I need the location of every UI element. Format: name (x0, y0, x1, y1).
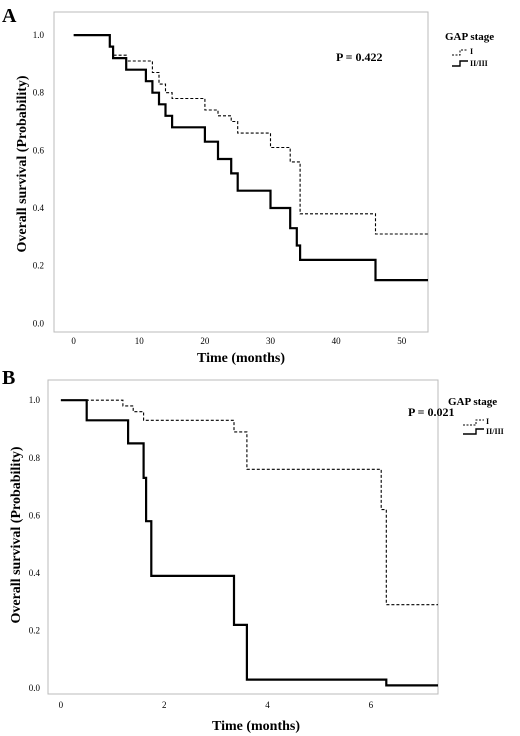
plot-frame-a (53, 11, 429, 333)
y-tick-label-b: 0.2 (29, 626, 40, 636)
y-tick-label-a: 1.0 (33, 30, 45, 40)
survival-curve-stage-i-a (73, 34, 428, 235)
x-tick-label-b: 2 (162, 700, 167, 710)
legend-title-a: GAP stage (445, 31, 494, 43)
x-tick-label-a: 10 (135, 336, 145, 346)
y-tick-label-a: 0.6 (33, 145, 45, 155)
y-tick-label-a: 0.8 (33, 88, 45, 98)
legend-swatch-stage-ii-iii-a (452, 60, 468, 67)
y-tick-label-a: 0.4 (33, 203, 45, 213)
survival-curve-stage-ii-iii-b (60, 399, 438, 687)
plot-frame-b (47, 379, 439, 695)
legend-a: GAP stage I II/III (445, 31, 494, 68)
y-axis-title-a: Overall survival (Probability) (15, 75, 30, 252)
p-value-a: P = 0.422 (336, 50, 383, 64)
y-axis-title-b: Overall survival (Probability) (9, 446, 24, 623)
legend-swatch-stage-ii-iii-b (463, 428, 484, 435)
y-tick-label-a: 0.0 (33, 318, 45, 328)
p-value-b: P = 0.021 (408, 405, 455, 419)
y-tick-label-b: 0.0 (29, 683, 41, 693)
y-tick-label-b: 1.0 (29, 395, 41, 405)
legend-label-stage-ii-iii-a: II/III (470, 59, 488, 68)
legend-title-b: GAP stage (448, 396, 497, 408)
panel-b: B 0 2 4 6 0.0 0.2 0.4 0.6 0.8 1.0 Overall surviv… (2, 367, 504, 734)
x-axis-ticks-b: 0 2 4 6 (59, 700, 374, 710)
x-axis-ticks-a: 0 10 20 30 40 50 (71, 336, 406, 346)
x-tick-label-a: 40 (332, 336, 342, 346)
y-tick-label-b: 0.6 (29, 510, 41, 520)
panel-label-b: B (2, 367, 15, 389)
legend-swatch-stage-i-b (463, 419, 484, 426)
y-tick-label-b: 0.4 (29, 568, 41, 578)
y-axis-ticks-b: 0.0 0.2 0.4 0.6 0.8 1.0 (29, 395, 41, 693)
survival-curves-b (60, 399, 438, 687)
x-tick-label-a: 20 (200, 336, 210, 346)
legend-b: GAP stage I II/III (448, 396, 504, 436)
x-tick-label-a: 0 (71, 336, 76, 346)
x-tick-label-b: 4 (265, 700, 270, 710)
legend-label-stage-ii-iii-b: II/III (486, 427, 504, 436)
x-tick-label-a: 30 (266, 336, 276, 346)
legend-swatch-stage-i-a (452, 49, 468, 56)
y-tick-label-a: 0.2 (33, 261, 44, 271)
legend-label-stage-i-b: I (486, 417, 489, 426)
legend-label-stage-i-a: I (470, 47, 473, 56)
x-tick-label-a: 50 (397, 336, 407, 346)
x-axis-title-a: Time (months) (197, 351, 285, 366)
panel-label-a: A (2, 5, 17, 27)
y-axis-ticks-a: 0.0 0.2 0.4 0.6 0.8 1.0 (33, 30, 45, 328)
x-tick-label-b: 6 (369, 700, 374, 710)
panel-a: A 0 10 20 30 40 50 0.0 0.2 0.4 0.6 0.8 1.0 Overall… (2, 5, 494, 366)
survival-curves-a (73, 34, 428, 282)
survival-curve-stage-i-b (60, 399, 438, 606)
survival-curve-stage-ii-iii-a (73, 34, 428, 282)
x-tick-label-b: 0 (59, 700, 64, 710)
y-tick-label-b: 0.8 (29, 453, 41, 463)
x-axis-title-b: Time (months) (212, 719, 300, 734)
